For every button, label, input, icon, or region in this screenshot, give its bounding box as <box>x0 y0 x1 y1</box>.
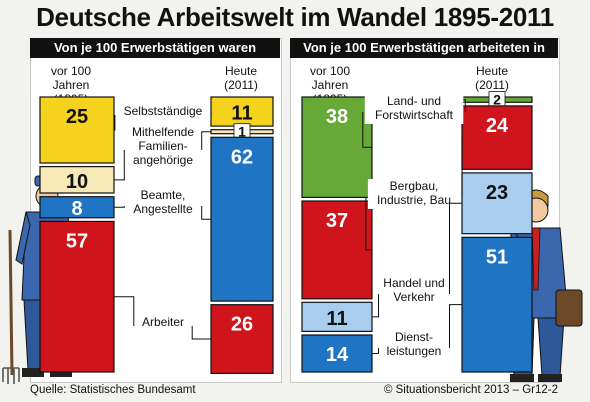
category-label: Beamte, <box>141 188 186 202</box>
value-label: 10 <box>66 171 88 193</box>
year-label-line: vor 100 Jahren <box>50 64 92 92</box>
value-label: 25 <box>66 106 88 128</box>
value-label: 2 <box>493 92 501 108</box>
category-label: Land- und <box>387 94 441 108</box>
value-label: 14 <box>326 344 349 366</box>
category-label: leistungen <box>387 344 442 358</box>
bar-segment-1895-1 <box>39 96 115 164</box>
value-label: 11 <box>326 308 347 330</box>
connector-line <box>114 206 125 208</box>
category-label-bg <box>364 94 464 124</box>
credit-note: © Situationsbericht 2013 – Gr12-2 <box>383 384 558 396</box>
connector-line <box>201 131 211 150</box>
category-label: Selbstständige <box>124 104 203 118</box>
category-label: Industrie, Bau <box>377 193 451 207</box>
left-panel-title: Von je 100 Erwerbstätigen waren <box>30 38 280 58</box>
value-label: 23 <box>486 182 508 204</box>
year-label-line: (2011) <box>224 78 258 92</box>
connector-line <box>449 202 462 294</box>
value-label: 62 <box>231 146 253 168</box>
connector-line <box>365 197 372 251</box>
value-label: 26 <box>231 314 253 336</box>
bar-segment-2011-2 <box>461 105 533 170</box>
right-panel-title: Von je 100 Erwerbstätigen arbeiteten in <box>290 38 558 58</box>
category-label: angehörige <box>133 153 193 167</box>
category-label-bg <box>116 104 210 120</box>
value-label: 11 <box>231 103 252 125</box>
bar-segment-2011-4 <box>461 236 533 373</box>
page-title: Deutsche Arbeitswelt im Wandel 1895-2011 <box>36 2 554 32</box>
category-label: Arbeiter <box>142 315 184 329</box>
value-label: 51 <box>486 246 508 268</box>
source-note: Quelle: Statistisches Bundesamt <box>30 384 196 396</box>
bar-segment-1895-3 <box>301 301 373 332</box>
left-year-2011: Heute (2011) <box>206 64 276 92</box>
connector-line <box>362 112 372 148</box>
category-label-bg <box>380 276 448 306</box>
connector-line <box>201 206 211 220</box>
category-label-bg <box>380 330 448 360</box>
bar-segment-2011-3 <box>210 136 274 302</box>
value-label: 38 <box>326 106 348 128</box>
bar-segment-1895-1 <box>301 96 373 199</box>
category-label: Forstwirtschaft <box>375 108 454 122</box>
year-label-line: Heute <box>224 64 258 78</box>
right-year-2011: Heute (2011) <box>456 64 528 92</box>
category-label: Handel und <box>383 276 444 290</box>
connector-line <box>449 304 462 348</box>
category-label: Angestellte <box>133 202 193 216</box>
value-label: 24 <box>486 115 509 137</box>
connector-line <box>114 296 135 326</box>
connector-line <box>191 326 211 340</box>
chart-employment-status: 25 10 8 57 111 62 26 Selbstständige MithelfendeF… <box>39 96 274 375</box>
connector-line <box>372 348 379 354</box>
bar-segment-1895-4 <box>39 220 115 373</box>
category-label-bg <box>367 179 461 209</box>
connector-line <box>114 115 116 131</box>
bar-segment-1895-4 <box>301 334 373 373</box>
year-label-line: (2011) <box>475 78 509 92</box>
year-label-line: Heute <box>475 64 509 78</box>
category-label-bg <box>126 125 200 169</box>
bar-segment-2011-3 <box>461 172 533 235</box>
category-label: Familien- <box>138 139 187 153</box>
bar-segment-2011-1 <box>210 96 274 127</box>
value-label: 37 <box>326 210 348 232</box>
bar-segment-1895-2 <box>39 166 115 194</box>
value-label: 8 <box>71 198 82 220</box>
category-label: Dienst- <box>395 330 433 344</box>
category-label: Verkehr <box>393 290 434 304</box>
connector-line <box>114 150 125 181</box>
value-label: 57 <box>66 230 88 252</box>
category-label-bg <box>126 188 200 218</box>
connector-line <box>372 294 379 318</box>
category-label-bg <box>135 315 191 331</box>
value-label: 1 <box>238 124 246 140</box>
year-label-line: vor 100 Jahren <box>309 64 351 92</box>
category-label: Bergbau, <box>390 179 439 193</box>
category-label: Mithelfende <box>132 125 194 139</box>
